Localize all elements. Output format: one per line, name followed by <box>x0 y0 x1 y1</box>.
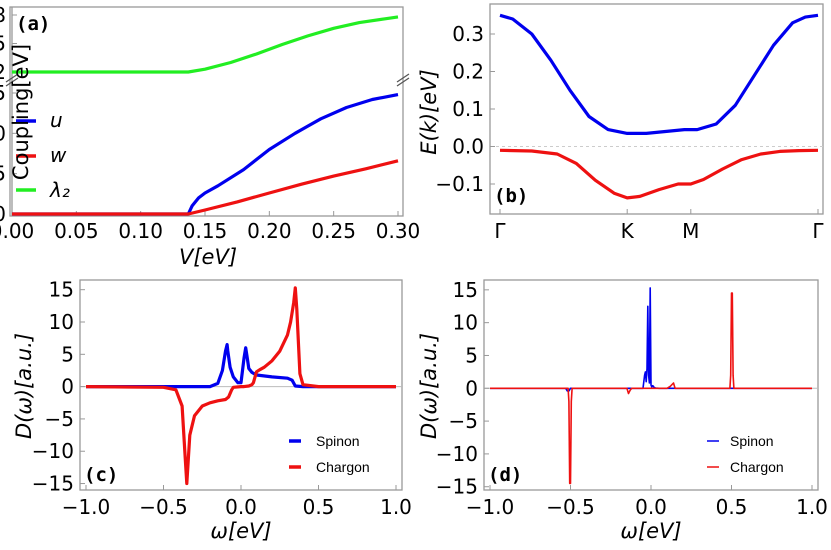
series-line-0 <box>12 93 399 216</box>
xtick-label: 0.5 <box>303 495 335 519</box>
legend-text-lambda2: λ₂ <box>49 178 70 202</box>
ytick-label: 0.72 <box>0 60 6 84</box>
ytick-label: 0.2 <box>452 60 484 84</box>
xtick-label: −0.5 <box>546 495 595 519</box>
ytick-label: 0.00 <box>0 202 6 226</box>
series-line-2 <box>12 15 399 74</box>
legend-text-w: w <box>50 143 67 167</box>
xtick-label: 1.0 <box>796 495 828 519</box>
panel-a-xlabel: V[eV] <box>179 245 237 269</box>
xtick-label: 0.00 <box>0 219 34 243</box>
legend-text-u: u <box>50 108 63 132</box>
ytick-label: −10 <box>32 439 74 463</box>
panel-d: −15 −10 −5 0 5 10 15 −1.0 −0.5 0.0 0.5 1.0 (d) Spin… <box>417 278 828 543</box>
ytick-label: −10 <box>436 442 478 466</box>
panel-b-label: (b) <box>494 185 528 207</box>
panel-d-ylabel: D(ω)[a.u.] <box>417 333 441 439</box>
panel-c-xlabel: ω[eV] <box>210 519 271 543</box>
band-line-0 <box>499 13 819 135</box>
xtick-label: K <box>621 219 635 243</box>
dos-line-0 <box>86 343 396 389</box>
xtick-label: M <box>682 219 699 243</box>
ytick-label: 0 <box>465 376 478 400</box>
legend-text-spinon-c: Spinon <box>316 433 360 449</box>
legend-text-spinon-d: Spinon <box>730 433 774 449</box>
ytick-label: 0 <box>61 375 74 399</box>
xtick-label: 1.0 <box>380 495 412 519</box>
panel-a-frame <box>9 6 404 217</box>
band-line-1 <box>499 148 819 200</box>
series-line-1 <box>12 159 399 216</box>
ytick-label: 5 <box>465 343 478 367</box>
ytick-label: 10 <box>453 311 478 335</box>
ytick-label: 15 <box>49 278 74 302</box>
ytick-label: 0.0 <box>452 135 484 159</box>
panel-a: 0.72 0.75 0.78 0.00 0.05 0.10 0.15 0.00 0.05 0.1… <box>0 3 420 269</box>
panel-d-legend: Spinon Chargon <box>707 433 784 475</box>
ytick-label: 0.3 <box>452 22 484 46</box>
panel-a-axis-break-left <box>5 73 19 87</box>
ytick-label: 0.10 <box>0 121 6 145</box>
panel-a-legend: u w λ₂ <box>16 108 70 202</box>
xtick-label: 0.5 <box>716 495 748 519</box>
panel-a-axis-break-right <box>396 73 410 87</box>
xtick-label: −1.0 <box>466 495 515 519</box>
panel-d-plot: −15 −10 −5 0 5 10 15 −1.0 −0.5 0.0 0.5 1.0 <box>436 278 828 519</box>
panel-b-ylabel: E(k)[eV] <box>417 69 441 155</box>
ytick-label: 10 <box>49 310 74 334</box>
ytick-label: −5 <box>449 409 478 433</box>
xtick-label: Γ <box>494 219 506 243</box>
panel-a-upper-plot: 0.72 0.75 0.78 <box>0 3 399 84</box>
panel-c-legend: Spinon Chargon <box>289 433 370 475</box>
panel-c: −15 −10 −5 0 5 10 15 −1.0 −0.5 0.0 0.5 1.0 (c) Spin… <box>12 278 412 543</box>
xtick-label: −1.0 <box>62 495 111 519</box>
xtick-label: 0.15 <box>183 219 228 243</box>
panel-a-lower-plot: 0.00 0.05 0.10 0.15 0.00 0.05 0.10 0.15 0.20 0.25… <box>0 81 420 243</box>
ytick-label: −0.1 <box>435 172 484 196</box>
dos-line-1 <box>490 292 812 485</box>
ytick-label: −15 <box>32 472 74 496</box>
panel-b-frame <box>489 3 824 215</box>
panel-c-ylabel: D(ω)[a.u.] <box>12 333 36 439</box>
xtick-label: 0.10 <box>118 219 163 243</box>
panel-d-xlabel: ω[eV] <box>620 519 681 543</box>
panel-a-ylabel: Coupling[eV] <box>9 44 33 180</box>
ytick-label: 0.75 <box>0 32 6 56</box>
ytick-label: 5 <box>61 342 74 366</box>
xtick-label: 0.0 <box>225 495 257 519</box>
xtick-label: 0.05 <box>54 219 99 243</box>
legend-text-chargon-c: Chargon <box>316 459 370 475</box>
ytick-label: 15 <box>453 278 478 302</box>
dos-line-0 <box>490 287 812 392</box>
panel-b: −0.1 0.0 0.1 0.2 0.3 Γ K M Γ (b) E(k)[eV] <box>417 3 824 243</box>
xtick-label: 0.20 <box>247 219 292 243</box>
legend-text-chargon-d: Chargon <box>730 459 784 475</box>
ytick-label: −15 <box>436 475 478 499</box>
panel-a-label: (a) <box>16 13 50 35</box>
panel-b-plot: −0.1 0.0 0.1 0.2 0.3 Γ K M Γ <box>435 13 824 243</box>
ytick-label: 0.15 <box>0 81 6 105</box>
ytick-label: 0.78 <box>0 3 6 27</box>
panel-c-plot: −15 −10 −5 0 5 10 15 −1.0 −0.5 0.0 0.5 1.0 <box>32 278 412 519</box>
xtick-label: 0.30 <box>376 219 421 243</box>
xtick-label: −0.5 <box>139 495 188 519</box>
ytick-label: 0.1 <box>452 97 484 121</box>
dos-line-1 <box>85 286 396 486</box>
ytick-label: −5 <box>45 407 74 431</box>
xtick-label: 0.25 <box>311 219 356 243</box>
ytick-label: 0.05 <box>0 162 6 186</box>
panel-c-label: (c) <box>84 464 118 486</box>
xtick-label: Γ <box>812 219 824 243</box>
panel-d-label: (d) <box>488 464 522 486</box>
xtick-label: 0.0 <box>635 495 667 519</box>
